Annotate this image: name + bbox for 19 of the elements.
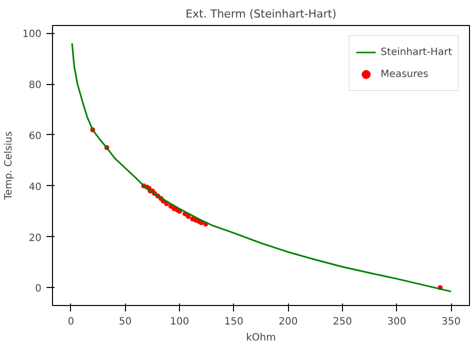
- x-tick-label: 150: [224, 316, 244, 328]
- y-axis-title: Temp. Celsius: [3, 131, 14, 201]
- x-tick-label: 100: [170, 316, 190, 328]
- y-tick-label: 0: [35, 284, 42, 295]
- legend-label: Steinhart-Hart: [380, 46, 452, 58]
- y-tick-label: 20: [28, 232, 42, 244]
- x-tick-label: 300: [387, 316, 406, 328]
- y-tick-label: 60: [28, 130, 42, 142]
- x-tick-label: 0: [68, 316, 74, 328]
- x-tick-label: 50: [118, 316, 132, 328]
- y-tick-label: 40: [28, 182, 42, 193]
- x-tick-label: 200: [278, 316, 298, 328]
- y-tick-label: 80: [28, 80, 42, 92]
- y-tick-label: 100: [22, 29, 42, 40]
- x-tick-label: 250: [332, 316, 352, 328]
- chart-title: Ext. Therm (Steinhart-Hart): [186, 8, 336, 20]
- x-axis-title: kOhm: [246, 332, 276, 344]
- legend-label: Measures: [380, 68, 428, 80]
- x-tick-label: 350: [441, 316, 461, 328]
